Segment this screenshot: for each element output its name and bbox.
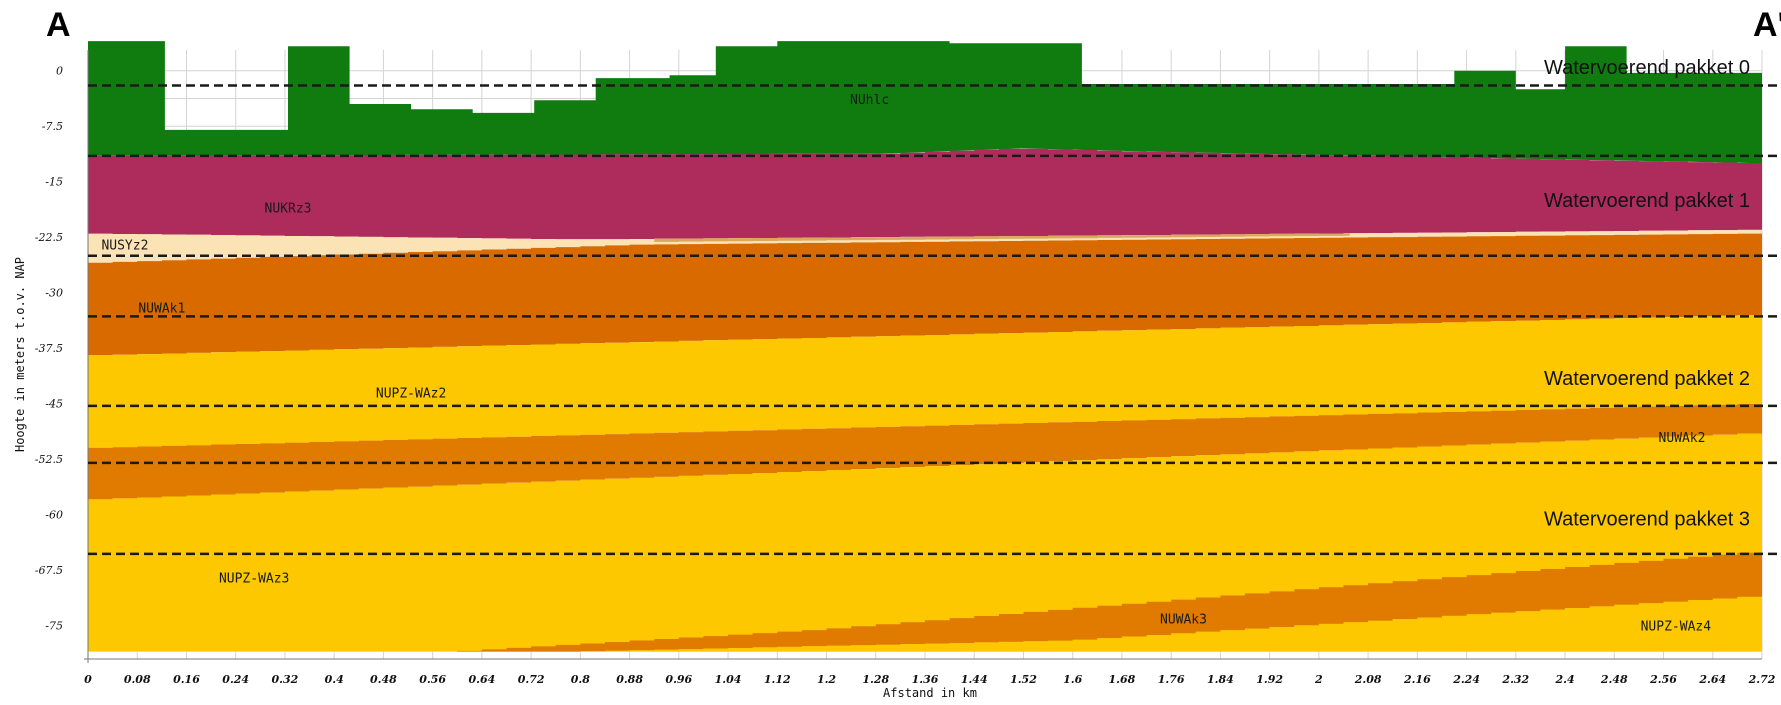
x-tick-label: 0.8 [571, 673, 590, 686]
layer-label: NUKRz3 [265, 202, 312, 217]
x-tick-label: 0.24 [222, 673, 249, 686]
x-tick-label: 0.4 [325, 673, 344, 686]
x-tick-label: 2.64 [1698, 673, 1726, 686]
aquifer-package-label: Watervoerend pakket 0 [1544, 57, 1750, 79]
x-tick-label: 1.92 [1256, 673, 1283, 686]
x-tick-label: 2.4 [1554, 673, 1574, 686]
layer-label: NUPZ-WAz2 [376, 387, 446, 402]
layer-label: NUWAk1 [138, 302, 185, 317]
layer-label: NUSYz2 [101, 239, 148, 254]
layer-NUWAk2 [88, 404, 1762, 500]
layer-label: NUWAk2 [1659, 431, 1706, 446]
x-tick-label: 2.32 [1501, 673, 1529, 686]
section-end-label: A' [1753, 6, 1781, 44]
y-tick-label: -7.5 [42, 120, 63, 133]
x-tick-label: 0.96 [665, 673, 692, 686]
x-tick-label: 2.16 [1403, 673, 1431, 686]
y-tick-label: -75 [45, 620, 63, 633]
y-tick-label: 0 [56, 65, 63, 78]
x-tick-label: 1.68 [1109, 673, 1136, 686]
x-tick-label: 0.64 [468, 673, 495, 686]
x-tick-label: 0.88 [616, 673, 643, 686]
y-tick-label: -22.5 [35, 231, 63, 244]
y-tick-label: -15 [45, 176, 63, 189]
layer-label: NUWAk3 [1160, 612, 1207, 627]
x-tick-label: 2.48 [1600, 673, 1628, 686]
x-axis-title: Afstand in km [883, 686, 977, 700]
y-tick-label: -60 [45, 509, 63, 522]
x-tick-label: 0.32 [272, 673, 299, 686]
aquifer-package-label: Watervoerend pakket 3 [1544, 508, 1750, 530]
layer-NUPZ-WAz4 [580, 596, 1762, 652]
aquifer-package-label: Watervoerend pakket 1 [1544, 190, 1750, 212]
x-tick-label: 1.04 [715, 673, 742, 686]
y-tick-label: -67.5 [35, 564, 63, 577]
x-tick-label: 0.72 [518, 673, 545, 686]
y-tick-label: -37.5 [35, 342, 63, 355]
x-tick-label: 1.12 [764, 673, 791, 686]
x-tick-label: 2.56 [1649, 673, 1677, 686]
layer-label: NUhlc [850, 93, 889, 108]
x-tick-label: 1.36 [912, 673, 939, 686]
layer-NUWAk3 [457, 552, 1762, 652]
x-tick-label: 2.24 [1452, 673, 1480, 686]
x-tick-label: 1.44 [961, 673, 988, 686]
y-tick-label: -52.5 [35, 453, 63, 466]
layer-NUSYz2-clay-lens [654, 233, 1350, 242]
x-tick-label: 0.56 [419, 673, 446, 686]
x-tick-label: 0 [84, 673, 92, 686]
x-tick-label: 1.2 [817, 673, 836, 686]
x-tick-label: 2.72 [1748, 673, 1776, 686]
y-tick-label: -30 [45, 287, 63, 300]
layer-NUKRz3 [88, 148, 1762, 240]
x-tick-label: 0.16 [173, 673, 200, 686]
x-tick-label: 2.08 [1354, 673, 1382, 686]
x-tick-label: 1.84 [1207, 673, 1234, 686]
y-axis-title: Hoogte in meters t.o.v. NAP [13, 257, 27, 452]
aquifer-package-label: Watervoerend pakket 2 [1544, 368, 1750, 390]
layer-NUSYz2 [88, 229, 1762, 263]
x-tick-label: 0.48 [370, 673, 397, 686]
section-start-label: A [46, 6, 71, 44]
layer-label: NUPZ-WAz4 [1641, 620, 1712, 635]
x-tick-label: 1.76 [1158, 673, 1185, 686]
x-tick-label: 0.08 [124, 673, 151, 686]
layer-NUhlc [88, 41, 1762, 164]
layer-label: NUPZ-WAz3 [219, 572, 289, 587]
x-tick-label: 2 [1314, 673, 1323, 686]
x-tick-label: 1.52 [1010, 673, 1037, 686]
x-tick-label: 1.28 [862, 673, 889, 686]
y-tick-label: -45 [45, 398, 63, 411]
x-tick-label: 1.6 [1063, 673, 1082, 686]
